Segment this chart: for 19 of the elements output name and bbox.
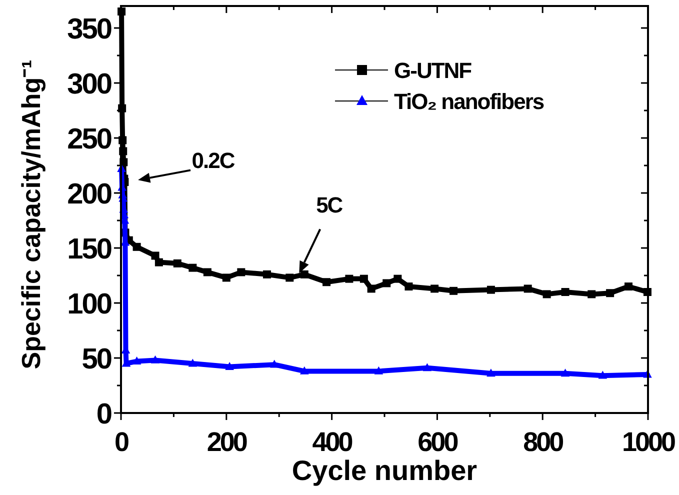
legend-label: TiO₂ nanofibers <box>394 88 544 114</box>
y-tick-label: 150 <box>67 233 112 266</box>
x-tick-label: 1000 <box>622 427 676 457</box>
y-tick-label: 350 <box>67 13 112 46</box>
y-tick-label: 200 <box>67 178 112 210</box>
y-tick-label: 250 <box>67 123 112 156</box>
y-tick-label: 0 <box>96 398 112 430</box>
y-tick-label: 300 <box>67 68 112 100</box>
x-tick-label: 800 <box>523 427 564 457</box>
x-tick-label: 200 <box>206 427 247 457</box>
x-axis-title: Cycle number <box>292 455 478 486</box>
x-tick-label: 400 <box>312 427 352 457</box>
annotation: 0.2C <box>192 148 236 174</box>
y-axis-title: Specific capacity/mAhg⁻¹ <box>16 60 46 370</box>
legend-label: G-UTNF <box>394 58 472 83</box>
y-tick-label: 100 <box>67 288 112 320</box>
y-tick-label: 50 <box>82 343 112 376</box>
annotation: 5C <box>316 192 344 218</box>
x-tick-label: 600 <box>418 427 458 457</box>
